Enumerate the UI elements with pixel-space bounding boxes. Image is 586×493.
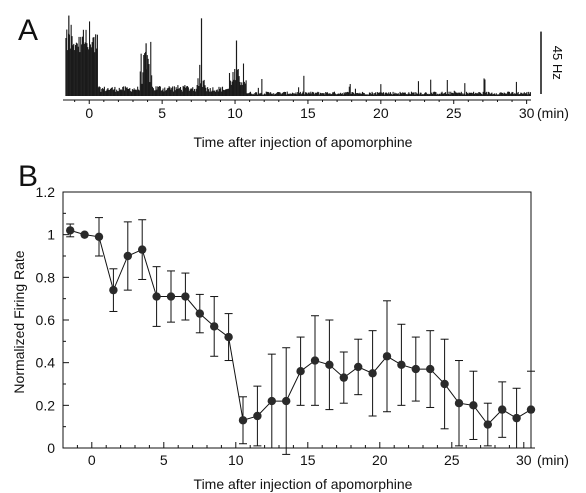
histogram-bars	[65, 15, 531, 96]
data-point	[498, 405, 507, 414]
panel-a-x-unit: (min)	[537, 105, 569, 121]
data-point	[195, 309, 204, 318]
data-point	[282, 396, 291, 406]
data-point	[440, 379, 449, 389]
x-tick-label: 15	[300, 105, 316, 121]
data-point	[94, 232, 104, 241]
x-tick-label: 5	[160, 452, 168, 468]
x-tick-label: 30	[516, 452, 532, 468]
panel-a-x-tick-labels: 0 5 10 15 20 25 30	[85, 105, 534, 121]
data-point	[368, 369, 377, 378]
data-point	[66, 226, 75, 235]
data-point	[469, 401, 478, 410]
plot-frame	[62, 191, 532, 449]
y-axis-ticks	[63, 191, 69, 449]
data-point	[224, 332, 233, 342]
x-axis-ticks	[76, 442, 525, 448]
panel-a-x-ticks	[74, 100, 528, 104]
data-point	[253, 411, 262, 421]
x-tick-label: 0	[85, 105, 93, 121]
data-point	[354, 362, 363, 372]
data-point	[109, 285, 118, 295]
y-tick-labels: 0 0.2 0.4 0.6 0.8 1 1.2	[36, 184, 56, 456]
x-tick-label: 30	[519, 105, 535, 121]
data-point	[296, 367, 305, 376]
error-bars	[66, 217, 535, 455]
data-point	[152, 292, 161, 301]
data-point	[397, 360, 406, 369]
y-tick-label: 0.6	[36, 312, 56, 328]
x-tick-label: 25	[446, 105, 462, 121]
x-tick-label: 5	[158, 105, 166, 121]
panel-b-letter: B	[18, 160, 38, 193]
panel-b-y-axis-title: Normalized Firing Rate	[11, 250, 27, 393]
data-point	[310, 356, 320, 365]
data-point	[426, 364, 435, 374]
data-point	[138, 245, 147, 254]
series-points	[66, 226, 536, 429]
data-point	[526, 405, 536, 414]
x-tick-labels: 0 5 10 15 20 25 30	[88, 452, 532, 468]
data-point	[238, 416, 248, 425]
data-point	[210, 322, 219, 331]
x-tick-label: 20	[373, 105, 389, 121]
data-point	[483, 420, 492, 429]
panel-b-x-unit: (min)	[537, 452, 569, 468]
data-point	[80, 230, 89, 239]
y-tick-label: 0.2	[36, 397, 56, 413]
data-point	[339, 373, 348, 382]
x-tick-label: 10	[228, 452, 244, 468]
y-tick-label: 1.2	[36, 184, 56, 200]
panel-a-letter: A	[18, 14, 38, 47]
y-tick-label: 0.4	[36, 355, 56, 371]
panel-a-histogram: 0 5 10 15 20 25 30 (min) Time after injection …	[63, 15, 569, 150]
data-point	[411, 364, 420, 374]
data-point	[166, 292, 176, 301]
data-point	[454, 399, 464, 408]
data-point	[123, 251, 132, 261]
scale-bar-label: 45 Hz	[550, 46, 565, 80]
x-tick-label: 20	[372, 452, 388, 468]
data-point	[512, 413, 521, 423]
data-point	[325, 360, 334, 369]
x-tick-label: 10	[227, 105, 243, 121]
y-tick-label: 0.8	[36, 269, 56, 285]
data-point	[382, 352, 392, 361]
panel-b-line-chart: 0 5 10 15 20 25 30 0 0.2 0.4 0.6 0.8 1 1.2 (min) Tim…	[11, 184, 569, 492]
panel-a-x-axis-title: Time after injection of apomorphine	[194, 134, 413, 150]
x-tick-label: 15	[300, 452, 316, 468]
data-point	[267, 396, 276, 406]
data-point	[181, 292, 190, 301]
y-tick-label: 1	[47, 227, 55, 243]
x-tick-label: 25	[444, 452, 460, 468]
x-tick-label: 0	[88, 452, 96, 468]
panel-b-x-axis-title: Time after injection of apomorphine	[194, 476, 413, 492]
y-tick-label: 0	[47, 440, 55, 456]
